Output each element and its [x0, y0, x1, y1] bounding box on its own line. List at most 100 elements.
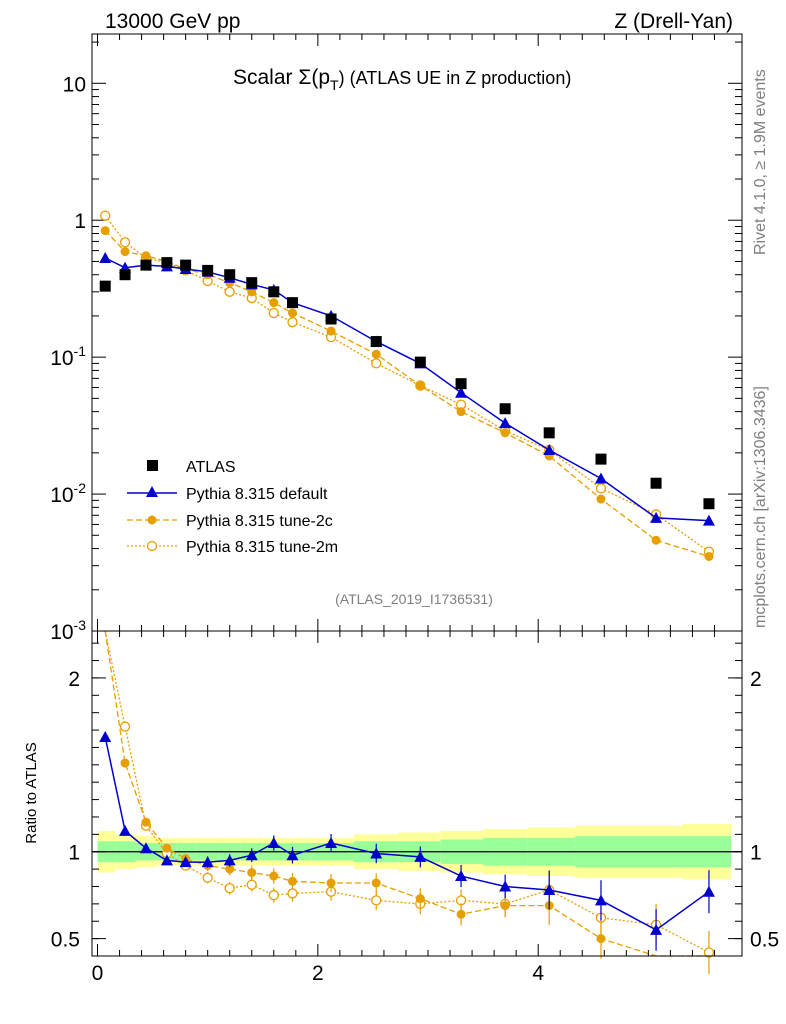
ratio-point — [139, 842, 152, 854]
ratio-point — [99, 731, 112, 743]
data-point — [268, 286, 280, 298]
data-point — [596, 494, 606, 504]
data-point — [499, 403, 511, 415]
series-pythia-8-315-default — [99, 251, 715, 526]
legend-label-default: Pythia 8.315 default — [186, 486, 328, 503]
x-tick-label: 0 — [92, 962, 104, 985]
legend-entry-tune-2c: Pythia 8.315 tune-2c — [127, 513, 333, 530]
y-tick-label: 10-3 — [50, 617, 86, 644]
data-point — [326, 326, 336, 336]
header-process-label: Z (Drell-Yan) — [614, 10, 733, 33]
ratio-point — [202, 872, 213, 883]
y-tick-label: 10-2 — [50, 480, 86, 507]
data-point — [595, 483, 607, 494]
ratio-point — [267, 837, 280, 849]
ratio-point — [162, 843, 172, 853]
ratio-plot-frame — [91, 630, 743, 957]
ratio-point — [543, 883, 556, 895]
ratio-point — [325, 837, 338, 849]
ratio-point — [141, 817, 151, 827]
data-point — [325, 313, 337, 325]
ratio-tick-label-right: 1 — [750, 842, 762, 865]
ratio-point — [223, 854, 236, 866]
main-plot-panel: 10 1 10-1 10-2 10-3 — [50, 33, 743, 644]
data-point — [224, 269, 236, 281]
ratio-point — [456, 909, 466, 919]
data-point — [650, 511, 663, 523]
header-collision-label: 13000 GeV pp — [105, 10, 240, 33]
ratio-point — [288, 876, 298, 886]
data-point — [288, 308, 298, 318]
ratio-point — [500, 901, 510, 911]
data-point — [287, 297, 299, 309]
data-point — [543, 443, 556, 455]
data-point — [415, 381, 425, 391]
ratio-point — [120, 758, 130, 768]
data-point — [370, 336, 382, 348]
legend-marker-tune-2c — [147, 515, 157, 525]
legend-label-atlas: ATLAS — [186, 459, 236, 476]
data-point — [120, 247, 130, 257]
legend-marker-atlas — [147, 460, 158, 471]
data-point — [224, 286, 235, 297]
ratio-tick-label-right: 0.5 — [750, 929, 779, 952]
ratio-point — [326, 878, 336, 888]
data-point — [100, 226, 110, 236]
data-point — [140, 259, 152, 271]
ratio-tick-label-left: 1 — [68, 842, 80, 865]
ratio-point — [286, 849, 299, 861]
ratio-tick-label-left: 0.5 — [51, 929, 80, 952]
data-point — [704, 552, 714, 562]
ratio-point — [247, 868, 257, 878]
ratio-point — [703, 947, 715, 958]
data-point — [180, 259, 192, 271]
ratio-line — [104, 630, 709, 957]
legend: ATLAS Pythia 8.315 default Pythia 8.315 … — [127, 459, 338, 556]
ratio-point — [245, 849, 258, 861]
data-point — [703, 498, 715, 510]
legend-entry-tune-2m: Pythia 8.315 tune-2m — [127, 539, 338, 556]
y-tick-label: 10-1 — [50, 343, 86, 370]
data-point — [141, 251, 151, 261]
data-point — [119, 269, 131, 281]
ratio-point — [499, 880, 512, 892]
legend-entry-atlas: ATLAS — [147, 459, 236, 476]
data-point — [500, 428, 510, 438]
ratio-point — [287, 888, 298, 899]
legend-entry-default: Pythia 8.315 default — [127, 486, 328, 503]
ratio-tick-label-left: 2 — [68, 668, 80, 691]
series-pythia-8-315-tune-2c — [100, 226, 714, 562]
x-tick-label: 4 — [532, 962, 544, 985]
data-point — [499, 417, 512, 429]
ratio-point — [201, 856, 214, 868]
ratio-point — [371, 878, 381, 888]
ratio-line — [104, 630, 710, 954]
legend-label-tune-2m: Pythia 8.315 tune-2m — [186, 539, 338, 556]
ratio-point — [160, 854, 173, 866]
data-point — [651, 535, 661, 545]
data-point — [455, 386, 468, 398]
data-point — [455, 378, 467, 390]
ratio-point — [594, 894, 607, 906]
ratio-point — [370, 847, 383, 859]
data-point — [247, 287, 257, 297]
data-point — [371, 358, 382, 369]
ratio-point — [702, 885, 715, 897]
y-tick-label: 10 — [63, 73, 86, 96]
ratio-point — [371, 895, 382, 906]
data-point — [543, 427, 555, 439]
series-line — [104, 230, 710, 558]
ratio-axis-label: Ratio to ATLAS — [23, 742, 40, 843]
data-point — [456, 407, 466, 417]
ratio-point — [269, 871, 279, 881]
series-line — [104, 257, 709, 522]
legend-marker-default — [146, 486, 158, 497]
ratio-point — [224, 883, 235, 894]
ratio-plot-panel: 0.5 0.5 1 1 2 2 0 2 4 — [51, 34, 779, 985]
ratio-point — [179, 856, 192, 868]
ratio-series-pythia-8-315-tune-2m — [104, 630, 715, 975]
data-point — [268, 307, 279, 319]
data-point — [100, 210, 111, 221]
ratio-point — [415, 894, 425, 904]
